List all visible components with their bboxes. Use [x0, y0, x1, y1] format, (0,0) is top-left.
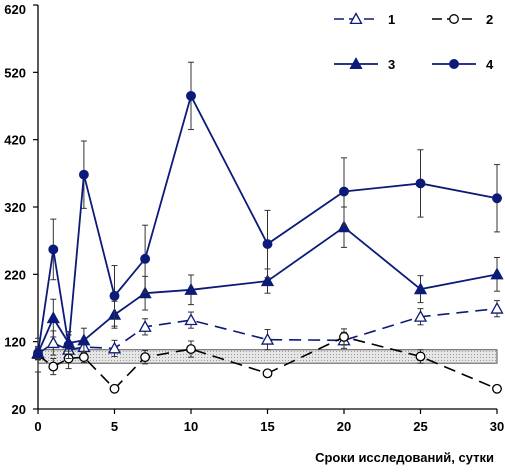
- data-point-marker: [349, 12, 363, 25]
- legend-label: 2: [486, 12, 493, 27]
- x-axis-title: Сроки исследований, сутки: [315, 450, 494, 465]
- reference-band-layer: [37, 349, 498, 364]
- y-tick-label: 620: [4, 2, 26, 17]
- legend-item-3: 3: [334, 57, 395, 72]
- data-point-marker: [63, 340, 74, 350]
- data-point-marker: [77, 333, 91, 346]
- x-tick-label: 20: [337, 419, 351, 434]
- data-point-marker: [46, 311, 60, 324]
- data-point-marker: [490, 267, 504, 280]
- x-tick-label: 0: [34, 419, 41, 434]
- y-tick-label: 420: [4, 133, 26, 148]
- data-point-marker: [140, 253, 151, 264]
- data-point-marker: [413, 309, 428, 322]
- data-point-marker: [349, 57, 363, 70]
- reference-band: [37, 349, 498, 364]
- series-4: [33, 61, 502, 361]
- data-point-marker: [48, 361, 59, 372]
- data-point-marker: [78, 169, 89, 180]
- data-point-marker: [413, 282, 428, 295]
- series-2: [33, 328, 502, 394]
- data-point-marker: [339, 186, 349, 197]
- y-tick-label: 220: [4, 267, 26, 282]
- data-point-marker: [107, 341, 122, 354]
- data-point-marker: [492, 383, 502, 394]
- legend-label: 4: [486, 57, 494, 72]
- legend: 1 2 3 4: [334, 12, 494, 72]
- data-point-marker: [492, 193, 502, 204]
- data-point-marker: [46, 336, 60, 349]
- legend-label: 1: [388, 12, 395, 27]
- data-point-marker: [48, 244, 59, 255]
- data-point-marker: [415, 178, 426, 189]
- data-point-marker: [449, 14, 459, 24]
- data-point-marker: [260, 274, 275, 287]
- data-point-marker: [140, 352, 151, 363]
- legend-label: 3: [388, 57, 395, 72]
- data-point-marker: [260, 332, 275, 345]
- data-point-marker: [109, 383, 120, 394]
- data-point-marker: [337, 220, 351, 233]
- data-point-marker: [186, 90, 196, 101]
- series-layer: [31, 61, 504, 394]
- legend-item-2: 2: [432, 12, 493, 27]
- x-tick-label: 30: [490, 419, 504, 434]
- x-tick-label: 5: [111, 419, 118, 434]
- data-point-marker: [186, 344, 196, 355]
- x-axis-ticks: 0 5 10 15 20 25 30: [34, 409, 504, 434]
- x-tick-label: 15: [260, 419, 274, 434]
- data-point-marker: [184, 313, 198, 326]
- y-axis-ticks: 20 120 220 320 420 520 620: [4, 2, 38, 417]
- y-tick-label: 320: [4, 200, 26, 215]
- y-tick-label: 20: [12, 402, 26, 417]
- data-point-marker: [33, 348, 43, 359]
- data-point-marker: [415, 351, 426, 362]
- data-point-marker: [339, 332, 349, 342]
- data-point-marker: [262, 239, 273, 249]
- y-tick-label: 120: [4, 335, 26, 350]
- x-tick-label: 25: [413, 419, 427, 434]
- data-point-marker: [78, 352, 89, 363]
- data-point-marker: [109, 290, 120, 301]
- data-point-marker: [184, 282, 198, 295]
- data-point-marker: [490, 301, 504, 314]
- legend-item-4: 4: [432, 57, 494, 72]
- data-point-marker: [449, 59, 459, 69]
- data-point-marker: [262, 368, 273, 379]
- legend-item-1: 1: [334, 12, 395, 27]
- data-point-marker: [138, 320, 152, 332]
- x-tick-label: 10: [184, 419, 198, 434]
- y-tick-label: 520: [4, 65, 26, 80]
